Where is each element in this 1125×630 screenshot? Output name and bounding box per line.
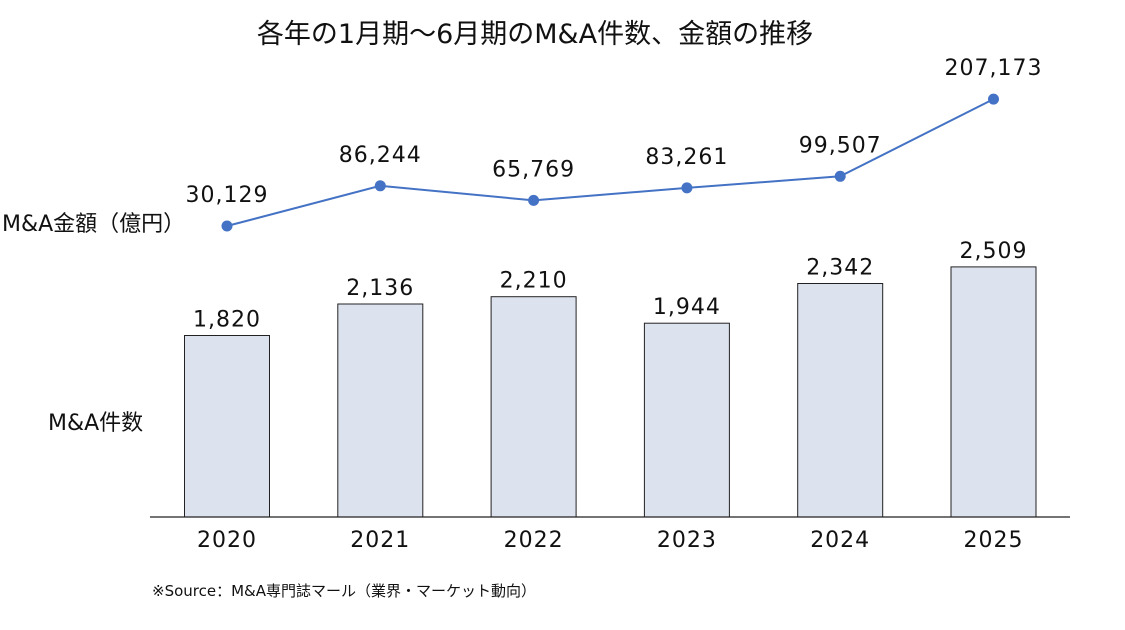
bar-label-2021: 2,136 (346, 276, 414, 301)
bar-2025 (950, 266, 1037, 518)
line-label-2022: 65,769 (492, 157, 575, 182)
x-tick-2023: 2023 (657, 528, 717, 553)
line-label-2024: 99,507 (799, 133, 882, 158)
x-tick-2021: 2021 (350, 528, 410, 553)
bar-series-label: M&A件数 (48, 411, 143, 436)
bar-2022 (490, 296, 577, 518)
chart-title: 各年の1月期〜6月期のM&A件数、金額の推移 (257, 19, 813, 50)
line-point-2020 (221, 220, 233, 232)
bar-label-2022: 2,210 (500, 269, 568, 294)
bar-2020 (184, 335, 270, 518)
x-tick-2020: 2020 (197, 528, 257, 553)
bar-2023 (643, 322, 730, 518)
line-label-2025: 207,173 (945, 56, 1043, 81)
line-label-2023: 83,261 (645, 145, 728, 170)
line-label-2020: 30,129 (186, 183, 269, 208)
bar-label-2024: 2,342 (806, 256, 874, 281)
line-path (226, 98, 994, 227)
x-tick-2025: 2025 (964, 528, 1024, 553)
bar-2024 (797, 283, 884, 518)
x-tick-2024: 2024 (810, 528, 870, 553)
bar-label-2025: 2,509 (960, 239, 1028, 264)
bar-2021 (337, 303, 424, 518)
bar-label-2020: 1,820 (193, 308, 261, 333)
line-series: 30,129 86,244 65,769 83,261 99,507 207,173 (186, 56, 1043, 232)
line-point-2024 (834, 170, 846, 182)
line-label-2021: 86,244 (339, 143, 422, 168)
source-note: ※Source：M&A専門誌マール（業界・マーケット動向） (152, 582, 536, 600)
line-series-label: M&A金額（億円） (2, 212, 185, 237)
x-tick-2022: 2022 (504, 528, 564, 553)
bar-series: 1,820 2,136 2,210 1,944 2,342 2,509 (184, 239, 1037, 518)
line-point-2022 (528, 194, 540, 206)
x-axis-ticks: 2020 2021 2022 2023 2024 2025 (197, 528, 1024, 553)
line-point-2023 (681, 182, 693, 194)
line-point-2025 (988, 93, 999, 105)
line-point-2021 (374, 180, 386, 192)
bar-label-2023: 1,944 (653, 295, 721, 320)
